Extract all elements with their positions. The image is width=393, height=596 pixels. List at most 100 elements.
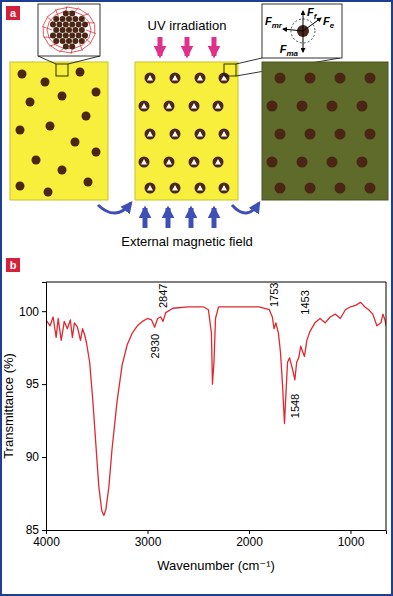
peak-label: 1548 [289, 394, 301, 418]
x-axis: 4000300020001000 [33, 530, 386, 549]
zoom-line [236, 58, 262, 64]
particle [145, 129, 156, 140]
nanoparticle [50, 33, 56, 39]
particle [58, 92, 67, 101]
y-tick-label: 100 [19, 305, 39, 319]
particle-mark [191, 159, 197, 165]
y-tick: 95 [26, 377, 46, 391]
particle [189, 157, 200, 168]
particle [365, 129, 376, 140]
particle [213, 157, 224, 168]
inset-box [38, 4, 100, 56]
zoom-line [68, 56, 100, 64]
nanoparticle [72, 16, 78, 22]
particle-mark [147, 185, 153, 191]
particle-mark [215, 159, 221, 165]
particle [82, 112, 91, 121]
figure-frame [1, 1, 392, 595]
y-tick: 90 [26, 450, 46, 464]
particle-mark [172, 75, 178, 81]
nanoparticle [60, 16, 66, 22]
panel-label: b [10, 259, 17, 271]
field-arrow [189, 208, 194, 228]
y-tick-label: 85 [26, 523, 40, 537]
force-label: Fma [280, 43, 299, 58]
nanoparticle [63, 44, 69, 50]
particle-mark [197, 75, 203, 81]
particle [305, 73, 316, 84]
particle [219, 129, 230, 140]
x-tick-label: 3000 [135, 535, 162, 549]
nanoparticle [53, 38, 59, 44]
field-arrow [143, 208, 148, 228]
particle [267, 101, 278, 112]
force-subscript: ma [286, 49, 298, 58]
state-box [262, 62, 388, 200]
nanoparticle [66, 38, 72, 44]
axis-line [47, 531, 387, 535]
nanoparticle [60, 27, 66, 33]
force-subscript: mr [272, 21, 283, 30]
panel-b: b4000300020001000859095100Wavenumber (cm… [1, 258, 387, 573]
particle [297, 101, 308, 112]
x-tick: 2000 [236, 530, 263, 549]
field-arrow [212, 208, 217, 228]
force-arrow [303, 31, 304, 52]
y-tick-label: 95 [26, 377, 40, 391]
nanoparticle [82, 33, 88, 39]
particle [335, 73, 346, 84]
y-tick: 100 [19, 305, 46, 319]
uv-arrow [212, 37, 217, 56]
particle [145, 183, 156, 194]
nanoparticle [76, 22, 82, 28]
field-arrow [166, 208, 171, 228]
nanoparticle [69, 22, 75, 28]
particle [267, 157, 278, 168]
particle [297, 157, 308, 168]
x-tick-mark [147, 530, 148, 534]
peak-label: 2930 [149, 334, 161, 358]
zoom-box [56, 64, 68, 76]
nanoparticle [69, 33, 75, 39]
spectrum-line [46, 302, 386, 515]
uv-arrow [185, 37, 190, 56]
particle [58, 166, 67, 175]
particle [170, 73, 181, 84]
force-label: Fe [323, 15, 335, 30]
uv-label: UV irradiation [148, 18, 227, 33]
force-label: Fmr [265, 15, 283, 30]
particle-mark [147, 75, 153, 81]
particle-mark [166, 103, 172, 109]
y-tick-mark [42, 384, 46, 385]
y-tick: 85 [26, 523, 46, 537]
particle [305, 183, 316, 194]
nanoparticle [63, 33, 69, 39]
particle [76, 68, 85, 77]
particle [275, 183, 286, 194]
zoom-box [224, 64, 236, 76]
panel-label-box [6, 258, 20, 272]
process-arrow [232, 203, 259, 213]
particle-mark [147, 131, 153, 137]
force-arrow [283, 29, 303, 31]
plot-frame [386, 282, 387, 530]
panel-label: a [10, 7, 17, 19]
peak-label: 1753 [268, 283, 280, 307]
plot-area [46, 302, 386, 515]
plot-frame [46, 282, 386, 283]
particle [365, 183, 376, 194]
particle-mark [172, 185, 178, 191]
particle [365, 73, 376, 84]
particle-mark [221, 185, 227, 191]
nanoparticle [76, 33, 82, 39]
x-tick: 1000 [338, 530, 365, 549]
nanoparticle [60, 38, 66, 44]
particle [170, 183, 181, 194]
nanoparticle [63, 11, 69, 17]
particle-mark [191, 103, 197, 109]
particle [164, 101, 175, 112]
nanoparticle [53, 27, 59, 33]
particle [195, 73, 206, 84]
nanoparticle [82, 22, 88, 28]
nanoparticle [79, 16, 85, 22]
